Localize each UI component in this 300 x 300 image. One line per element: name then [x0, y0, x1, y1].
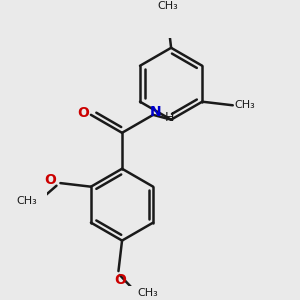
Text: CH₃: CH₃ — [157, 1, 178, 10]
Text: O: O — [45, 173, 56, 188]
Text: CH₃: CH₃ — [17, 196, 38, 206]
Text: N: N — [150, 105, 162, 119]
Text: O: O — [77, 106, 89, 120]
Text: O: O — [114, 273, 126, 287]
Text: CH₃: CH₃ — [234, 100, 255, 110]
Text: CH₃: CH₃ — [138, 288, 158, 298]
Text: H: H — [165, 111, 174, 124]
